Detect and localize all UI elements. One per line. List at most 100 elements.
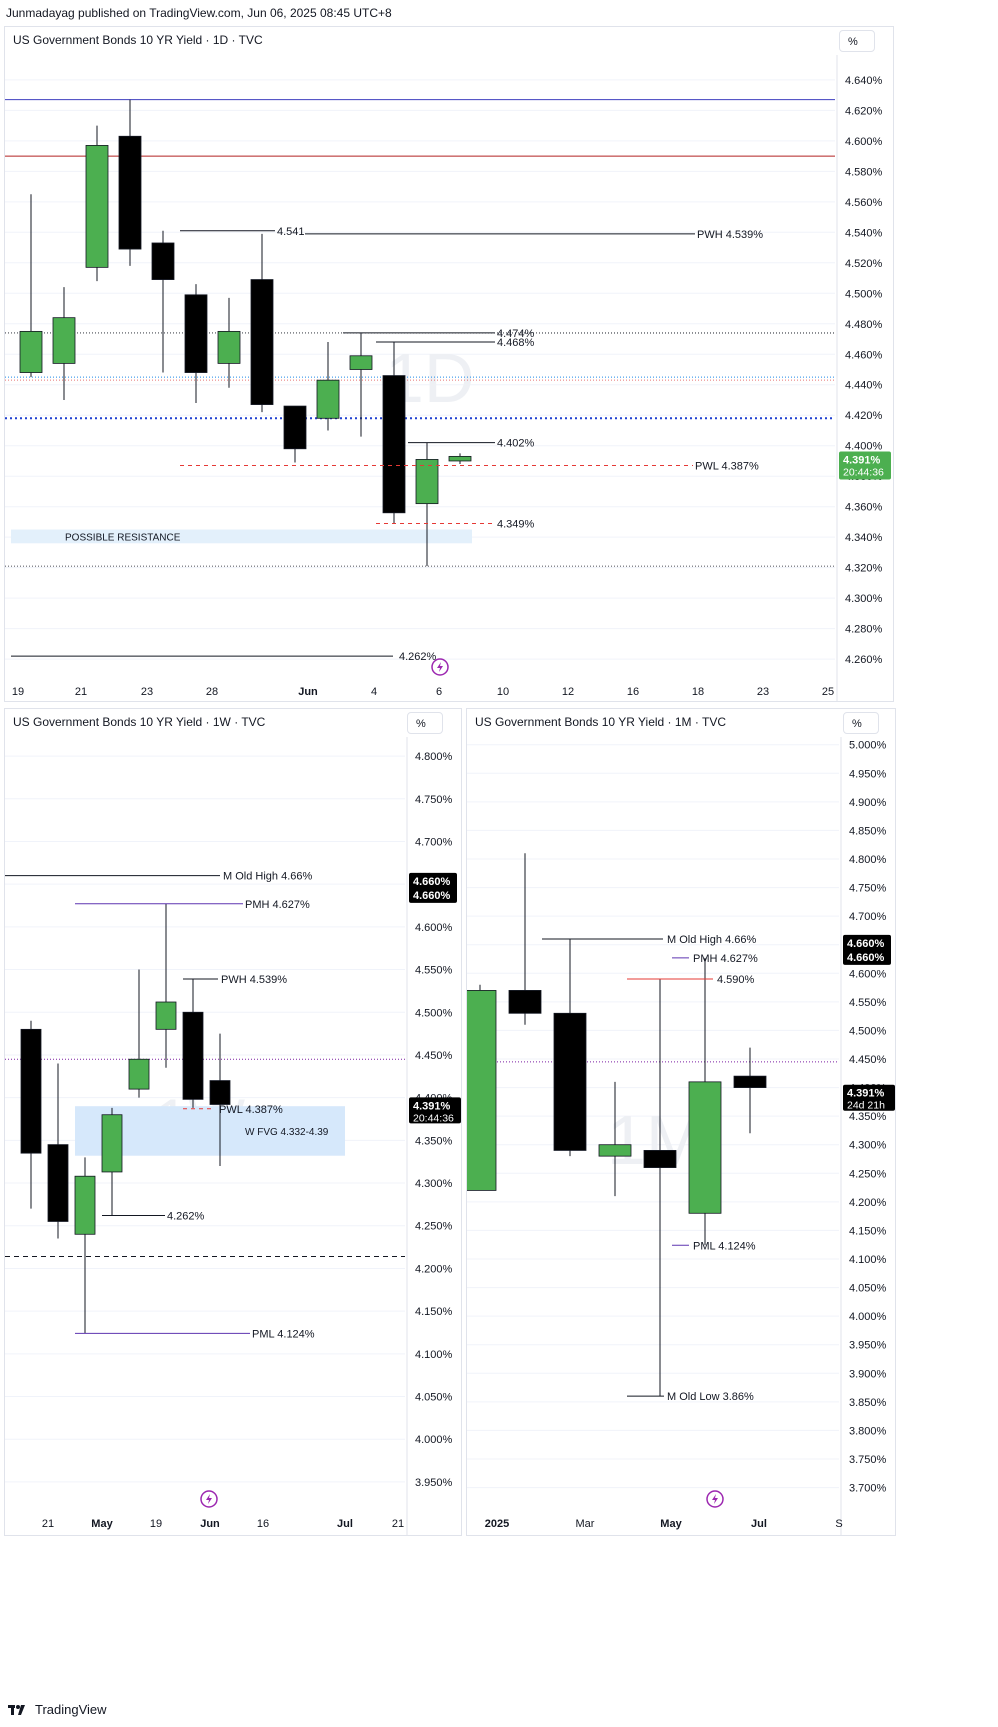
x-tick-label: 23 [757, 686, 769, 698]
y-tick-label: 4.800% [415, 751, 453, 763]
y-tick-label: 4.620% [845, 105, 883, 117]
zone-label: W FVG 4.332-4.39 [245, 1127, 329, 1138]
candle [184, 294, 208, 373]
candle [598, 1144, 632, 1157]
level-label: 4.590% [717, 974, 755, 986]
y-tick-label: 4.500% [415, 1007, 453, 1019]
chart-panel-daily[interactable]: US Government Bonds 10 YR Yield · 1D · T… [4, 26, 894, 702]
candle [250, 279, 274, 405]
y-tick-label: 4.100% [415, 1349, 453, 1361]
level-label: M Old High 4.66% [223, 871, 312, 883]
tradingview-logo-icon [8, 1704, 25, 1715]
zone-box [11, 529, 472, 544]
x-tick-label: Jul [751, 1518, 767, 1530]
candle [155, 1001, 177, 1030]
chart-panel-monthly[interactable]: US Government Bonds 10 YR Yield · 1M · T… [466, 708, 896, 1536]
y-tick-label: 4.300% [845, 593, 883, 605]
y-tick-label: 4.420% [845, 410, 883, 422]
y-tick-label: 4.750% [415, 794, 453, 806]
y-tick-label: 4.700% [849, 911, 887, 923]
level-label: 4.402% [497, 438, 535, 450]
footer-brand[interactable]: TradingView [8, 1702, 107, 1717]
lightning-icon[interactable] [431, 658, 449, 676]
candle [182, 1011, 204, 1100]
candle [128, 1058, 150, 1090]
y-tick-label: 4.000% [849, 1311, 887, 1323]
chart-canvas[interactable]: 4.800%4.750%4.700%4.650%4.600%4.550%4.50… [5, 709, 462, 1536]
level-label: PMH 4.627% [693, 953, 758, 965]
bar-countdown: 24d 21h [847, 1100, 885, 1112]
bar-countdown: 20:44:36 [413, 1112, 454, 1124]
y-tick-label: 4.260% [845, 654, 883, 666]
y-tick-label: 4.250% [415, 1221, 453, 1233]
unit-button[interactable]: % [407, 712, 443, 734]
level-label: 4.262% [399, 651, 437, 663]
candle [415, 459, 439, 505]
y-tick-label: 4.450% [849, 1054, 887, 1066]
price-marker-value: 4.660% [413, 890, 451, 902]
y-tick-label: 4.540% [845, 227, 883, 239]
candle [349, 355, 373, 370]
y-tick-label: 4.360% [845, 502, 883, 514]
chart-panel-weekly[interactable]: US Government Bonds 10 YR Yield · 1W · T… [4, 708, 462, 1536]
y-tick-label: 4.550% [849, 997, 887, 1009]
candle [553, 1012, 587, 1151]
y-tick-label: 4.320% [845, 563, 883, 575]
unit-button[interactable]: % [839, 30, 875, 52]
y-tick-label: 3.750% [849, 1454, 887, 1466]
chart-canvas[interactable]: 4.640% 4.620% 4.600% 4.580% 4.560% 4.540% 4.52… [5, 27, 894, 702]
y-tick-label: 4.300% [849, 1140, 887, 1152]
chart-title: US Government Bonds 10 YR Yield · 1M · T… [475, 715, 726, 729]
y-tick-label: 3.900% [849, 1368, 887, 1380]
y-tick-label: 4.600% [415, 922, 453, 934]
y-tick-label: 4.350% [415, 1135, 453, 1147]
candle [74, 1175, 96, 1235]
x-tick-label: 6 [436, 686, 442, 698]
candle [19, 330, 43, 373]
level-label: PWH 4.539% [697, 229, 763, 241]
candle [20, 1028, 42, 1154]
unit-button[interactable]: % [843, 712, 879, 734]
x-tick-label: 23 [141, 686, 153, 698]
x-tick-label: 25 [822, 686, 834, 698]
y-tick-label: 4.800% [849, 854, 887, 866]
x-tick-label: 19 [150, 1518, 162, 1530]
y-tick-label: 4.450% [415, 1050, 453, 1062]
candle [508, 990, 542, 1014]
y-tick-label: 4.480% [845, 319, 883, 331]
level-label: PWH 4.539% [221, 974, 287, 986]
x-tick-label: Jul [337, 1518, 353, 1530]
level-label: PWL 4.387% [219, 1104, 283, 1116]
price-marker-value: 4.660% [413, 876, 451, 888]
y-tick-label: 3.850% [849, 1397, 887, 1409]
y-tick-label: 4.700% [415, 836, 453, 848]
level-label: M Old Low 3.86% [667, 1391, 754, 1403]
y-tick-label: 4.000% [415, 1434, 453, 1446]
y-tick-label: 4.640% [845, 75, 883, 87]
lightning-icon[interactable] [200, 1490, 218, 1508]
y-tick-label: 5.000% [849, 740, 887, 752]
y-tick-label: 4.550% [415, 965, 453, 977]
y-tick-label: 4.580% [845, 166, 883, 178]
price-marker-tag [843, 934, 891, 965]
y-tick-label: 3.950% [849, 1340, 887, 1352]
y-tick-label: 4.500% [845, 288, 883, 300]
chart-canvas[interactable]: 5.000% 4.950% 4.900% 4.850% 4.800% 4.750% 4.70… [467, 709, 896, 1536]
y-tick-label: 4.300% [415, 1178, 453, 1190]
last-price-value: 4.391% [843, 454, 881, 466]
y-tick-label: 4.560% [845, 197, 883, 209]
y-tick-label: 4.950% [849, 768, 887, 780]
y-tick-label: 4.200% [415, 1263, 453, 1275]
level-label: PML 4.124% [693, 1240, 756, 1252]
candle [101, 1114, 123, 1173]
x-tick-label: Jun [298, 686, 318, 698]
candle [643, 1150, 677, 1168]
x-tick-label: 4 [371, 686, 377, 698]
y-tick-label: 4.350% [849, 1111, 887, 1123]
lightning-icon[interactable] [706, 1490, 724, 1508]
y-tick-label: 4.400% [845, 441, 883, 453]
x-tick-label: 16 [257, 1518, 269, 1530]
price-marker-value: 4.660% [847, 938, 885, 950]
x-tick-label: 19 [12, 686, 24, 698]
y-tick-label: 4.500% [849, 1025, 887, 1037]
